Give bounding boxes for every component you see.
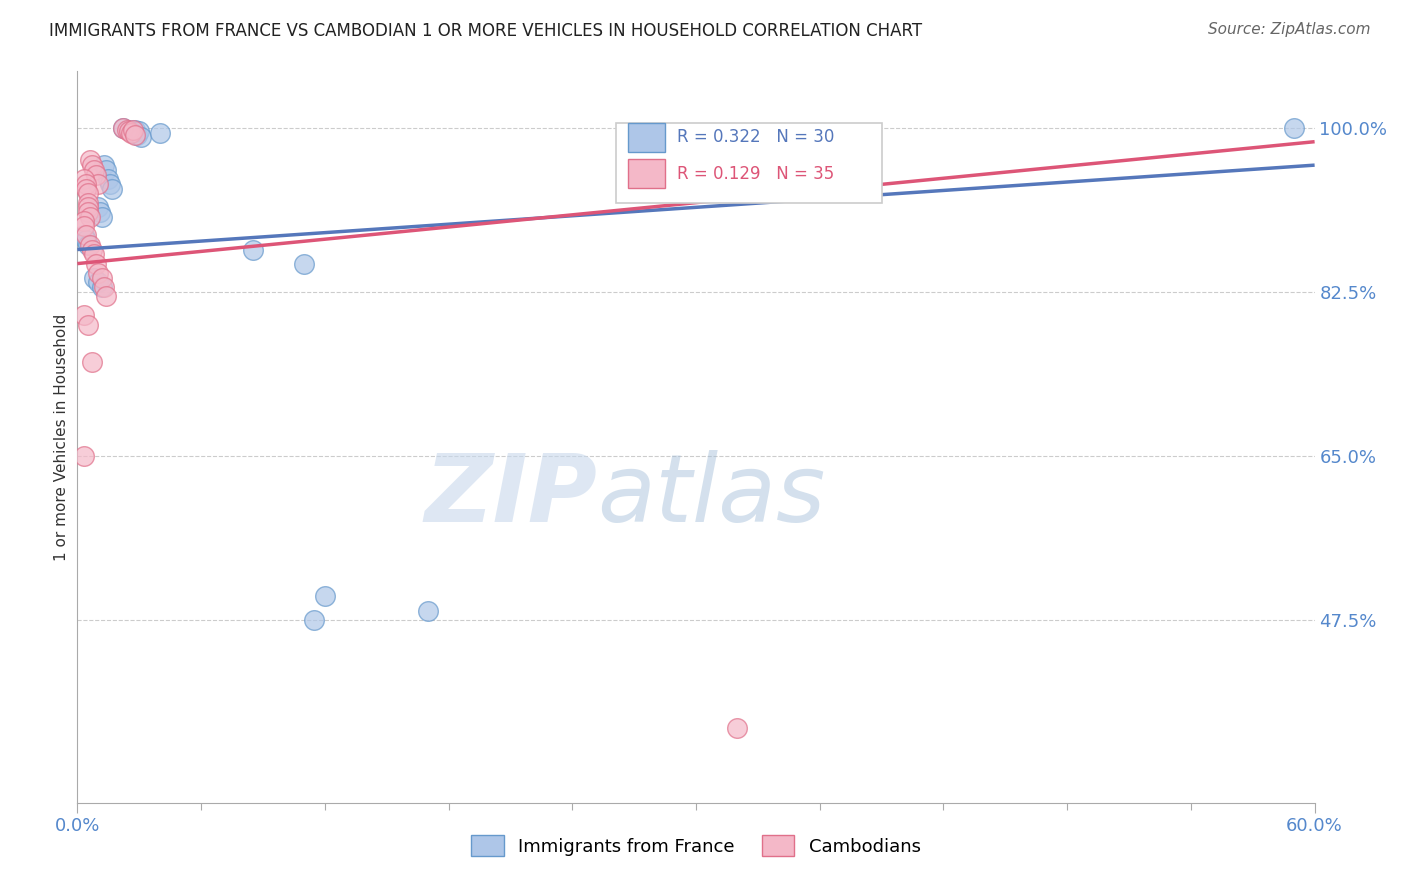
Point	[124, 122, 146, 136]
Point	[76, 195, 98, 210]
Point	[101, 181, 124, 195]
Point	[75, 177, 97, 191]
Point	[79, 153, 101, 168]
Point	[118, 122, 141, 136]
Text: IMMIGRANTS FROM FRANCE VS CAMBODIAN 1 OR MORE VEHICLES IN HOUSEHOLD CORRELATION : IMMIGRANTS FROM FRANCE VS CAMBODIAN 1 OR…	[49, 22, 922, 40]
Point	[80, 355, 103, 369]
Legend: Immigrants from France, Cambodians: Immigrants from France, Cambodians	[464, 828, 928, 863]
Point	[72, 172, 94, 186]
Point	[84, 257, 107, 271]
Point	[84, 168, 107, 182]
Point	[79, 210, 101, 224]
Point	[128, 124, 150, 138]
Point	[87, 276, 110, 290]
Point	[416, 603, 439, 617]
Point	[96, 162, 118, 177]
Text: R = 0.322   N = 30: R = 0.322 N = 30	[678, 128, 835, 146]
Point	[80, 158, 103, 172]
Point	[127, 128, 149, 142]
FancyBboxPatch shape	[616, 122, 882, 203]
Point	[304, 613, 326, 627]
Point	[98, 177, 121, 191]
Point	[83, 162, 105, 177]
Point	[120, 124, 142, 138]
Point	[118, 124, 141, 138]
Text: R = 0.129   N = 35: R = 0.129 N = 35	[678, 165, 835, 183]
Point	[129, 130, 152, 145]
Point	[97, 172, 120, 186]
FancyBboxPatch shape	[628, 159, 665, 188]
Text: Source: ZipAtlas.com: Source: ZipAtlas.com	[1208, 22, 1371, 37]
Point	[79, 237, 101, 252]
Point	[75, 228, 97, 243]
Point	[111, 120, 134, 135]
Point	[111, 120, 134, 135]
Point	[76, 186, 98, 201]
Point	[93, 158, 115, 172]
FancyBboxPatch shape	[628, 122, 665, 152]
Point	[292, 257, 315, 271]
Point	[91, 210, 114, 224]
Point	[96, 289, 118, 303]
Y-axis label: 1 or more Vehicles in Household: 1 or more Vehicles in Household	[53, 313, 69, 561]
Point	[72, 228, 94, 243]
Point	[83, 270, 105, 285]
Point	[80, 243, 103, 257]
Point	[72, 219, 94, 233]
Point	[93, 280, 115, 294]
Point	[76, 200, 98, 214]
Text: atlas: atlas	[598, 450, 825, 541]
Point	[314, 590, 336, 604]
Point	[89, 205, 111, 219]
Point	[83, 247, 105, 261]
Point	[76, 237, 98, 252]
Point	[72, 308, 94, 322]
Point	[725, 721, 748, 735]
Point	[122, 122, 145, 136]
Point	[72, 214, 94, 228]
Text: ZIP: ZIP	[425, 450, 598, 541]
Point	[91, 280, 114, 294]
Point	[91, 270, 114, 285]
Point	[242, 243, 264, 257]
Point	[149, 126, 172, 140]
Point	[87, 177, 110, 191]
Point	[122, 126, 145, 140]
Point	[87, 200, 110, 214]
Point	[72, 449, 94, 463]
Point	[1282, 120, 1305, 135]
Point	[76, 318, 98, 332]
Point	[75, 181, 97, 195]
Point	[76, 205, 98, 219]
Point	[124, 128, 146, 142]
Point	[87, 266, 110, 280]
Point	[120, 126, 142, 140]
Point	[75, 233, 97, 247]
Point	[115, 122, 138, 136]
